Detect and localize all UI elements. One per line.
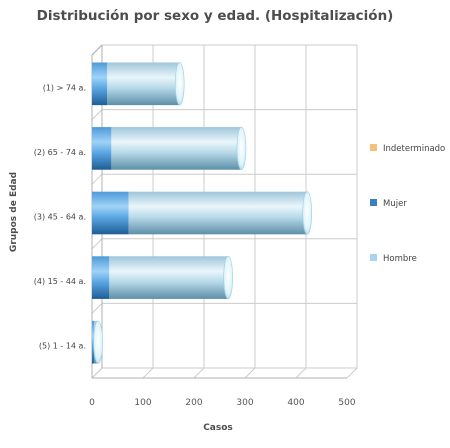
bar-hombre xyxy=(111,127,242,170)
grid-side-line xyxy=(91,367,103,379)
y-tick-label: (2) 65 - 74 a. xyxy=(34,148,86,157)
x-tick-label: 200 xyxy=(185,398,202,408)
y-tick-label: (1) > 74 a. xyxy=(43,83,86,92)
x-axis-title: Casos xyxy=(203,423,233,433)
y-axis-title: Grupos de Edad xyxy=(9,172,19,252)
legend-label-mujer: Mujer xyxy=(383,199,407,209)
legend-swatch-indeterminado xyxy=(370,144,377,151)
x-tick-label: 300 xyxy=(236,398,253,408)
bar-mujer xyxy=(92,320,95,364)
grid-floor-line xyxy=(295,367,307,379)
y-tick-label: (4) 15 - 44 a. xyxy=(34,277,86,286)
grid-side-line xyxy=(91,238,103,250)
bar-cap xyxy=(223,255,233,300)
corner-line xyxy=(91,44,103,56)
legend-label-hombre: Hombre xyxy=(383,254,417,264)
y-tick-label: (5) 1 - 14 a. xyxy=(39,342,86,351)
grid-floor-line xyxy=(346,367,358,379)
x-tick-label: 500 xyxy=(338,398,355,408)
grid-side-line xyxy=(91,303,103,314)
legend-swatch-hombre xyxy=(370,254,377,261)
grid-floor-line xyxy=(244,367,256,379)
x-tick-label: 0 xyxy=(89,398,95,408)
bar-mujer xyxy=(92,62,108,106)
grid-floor-line xyxy=(142,367,154,379)
x-tick-label: 400 xyxy=(287,398,304,408)
y-tick-label: (3) 45 - 64 a. xyxy=(34,213,86,222)
grid-floor-line xyxy=(193,367,205,379)
bar-cap xyxy=(93,320,103,364)
bar-hombre xyxy=(109,256,229,299)
bar-cap xyxy=(302,191,313,235)
bar-cap xyxy=(236,126,247,171)
bar-mujer xyxy=(92,256,110,299)
bar-hombre xyxy=(128,191,308,235)
grid-side-line xyxy=(91,173,103,185)
bar-hombre xyxy=(107,62,180,106)
legend-swatch-mujer xyxy=(370,199,377,206)
x-tick-label: 100 xyxy=(134,398,151,408)
grid-side-line xyxy=(91,109,103,120)
bar-mujer xyxy=(92,191,129,235)
chart-title: Distribución por sexo y edad. (Hospitali… xyxy=(37,8,394,24)
bar-mujer xyxy=(92,127,112,170)
legend-label-indeterminado: Indeterminado xyxy=(383,144,445,154)
bar-cap xyxy=(174,62,185,106)
